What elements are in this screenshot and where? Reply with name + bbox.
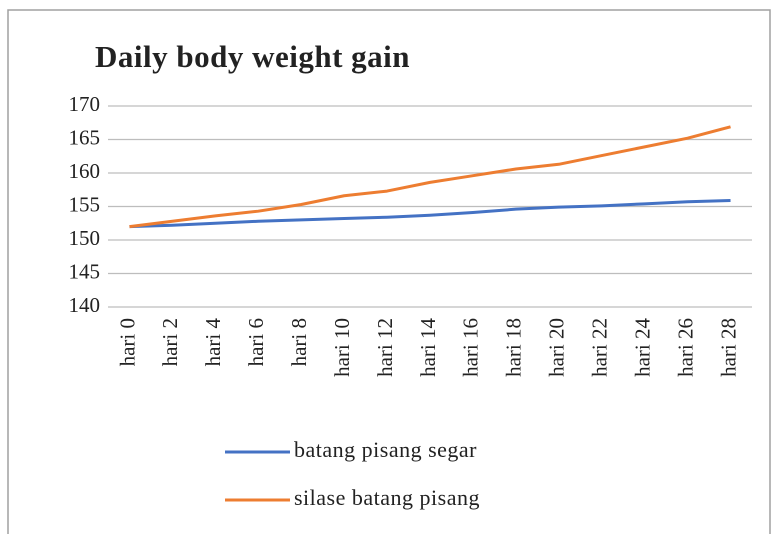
x-tick-label: hari 8 [287,318,311,366]
x-tick-label: hari 28 [716,318,740,377]
y-tick-label: 155 [69,192,101,216]
x-tick-label: hari 20 [545,318,569,377]
chart-frame [7,9,771,534]
data-line [129,198,731,229]
x-tick-label: hari 0 [115,318,139,366]
x-tick-label: hari 14 [416,318,440,377]
x-tick-label: hari 26 [673,318,697,377]
y-tick-label: 165 [69,125,101,149]
x-tick-label: hari 10 [330,318,354,377]
x-tick-label: hari 2 [158,318,182,366]
x-tick-label: hari 12 [373,318,397,377]
legend-label: silase batang pisang [294,485,480,510]
chart-title: Daily body weight gain [95,39,410,74]
y-tick-label: 160 [69,159,101,183]
x-tick-label: hari 22 [588,318,612,377]
x-tick-label: hari 4 [201,318,225,367]
x-tick-label: hari 6 [244,318,268,366]
x-tick-label: hari 16 [459,318,483,377]
y-tick-label: 170 [69,92,101,116]
x-tick-label: hari 24 [630,318,654,377]
y-tick-label: 145 [69,259,101,283]
legend-label: batang pisang segar [294,437,477,462]
y-tick-label: 140 [69,293,101,317]
data-line [129,125,731,229]
y-tick-label: 150 [69,226,101,250]
x-tick-label: hari 18 [502,318,526,377]
